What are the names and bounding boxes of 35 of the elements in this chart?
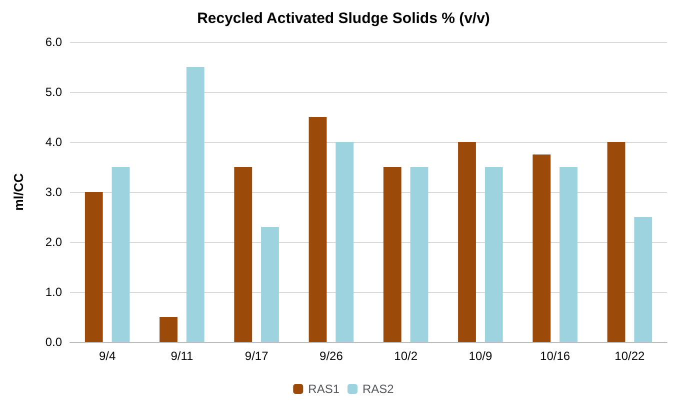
x-tick-label: 9/4 bbox=[98, 349, 116, 363]
y-tick-label: 4.0 bbox=[45, 135, 62, 149]
bar bbox=[383, 167, 402, 342]
y-tick-label: 0.0 bbox=[45, 335, 62, 349]
bar bbox=[84, 192, 103, 342]
x-tick-label: 10/22 bbox=[614, 349, 646, 363]
bar bbox=[336, 142, 354, 342]
bar bbox=[634, 217, 652, 342]
y-tick-label: 5.0 bbox=[45, 85, 62, 99]
bar bbox=[607, 142, 626, 342]
x-tick-label: 10/9 bbox=[468, 349, 492, 363]
bar bbox=[410, 167, 428, 342]
bar bbox=[560, 167, 578, 342]
x-tick-label: 9/26 bbox=[320, 349, 344, 363]
chart-title: Recycled Activated Sludge Solids % (v/v) bbox=[197, 10, 490, 27]
y-tick-label: 2.0 bbox=[45, 235, 62, 249]
y-tick-label: 1.0 bbox=[45, 285, 62, 299]
x-tick-label: 9/17 bbox=[244, 349, 269, 363]
bar bbox=[234, 167, 252, 342]
legend-label: RAS2 bbox=[362, 382, 394, 396]
y-tick-label: 3.0 bbox=[45, 185, 62, 199]
y-axis-title: ml/CC bbox=[11, 172, 26, 211]
bar bbox=[484, 167, 503, 342]
bar bbox=[308, 117, 327, 342]
bar bbox=[112, 167, 130, 342]
x-tick-label: 10/16 bbox=[540, 349, 570, 363]
bar bbox=[186, 67, 204, 342]
bar bbox=[532, 154, 551, 342]
y-tick-label: 6.0 bbox=[45, 35, 62, 49]
bar bbox=[160, 317, 178, 342]
legend-label: RAS1 bbox=[308, 382, 340, 396]
bar bbox=[261, 227, 279, 342]
bar bbox=[458, 142, 476, 342]
x-tick-label: 10/2 bbox=[394, 349, 418, 363]
x-tick-label: 9/11 bbox=[170, 349, 194, 363]
